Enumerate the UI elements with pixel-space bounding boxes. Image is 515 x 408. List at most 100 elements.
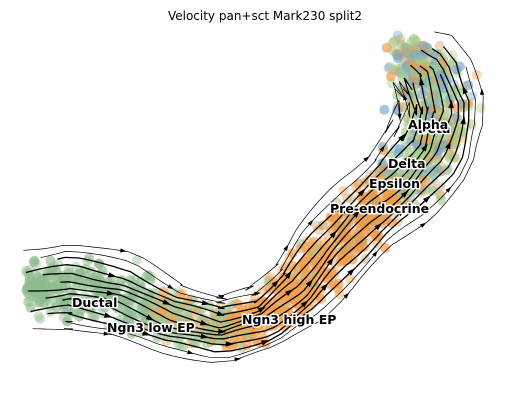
- cell-point: [58, 312, 69, 323]
- cell-point: [308, 255, 319, 266]
- cell-point: [350, 182, 361, 193]
- cell-point: [128, 286, 139, 297]
- cell-point: [143, 270, 154, 281]
- cell-point: [288, 280, 299, 291]
- velocity-arrow: [307, 219, 314, 226]
- cell-point: [369, 175, 380, 186]
- cell-point: [387, 168, 398, 178]
- cell-point: [346, 243, 356, 254]
- cell-point: [305, 245, 315, 256]
- cell-point: [94, 258, 105, 269]
- cell-point: [117, 296, 128, 307]
- cell-point: [283, 307, 294, 317]
- cell-point: [276, 294, 287, 305]
- cell-point: [405, 169, 416, 180]
- cell-point: [373, 168, 384, 179]
- cell-point: [329, 268, 340, 279]
- cell-point: [448, 135, 459, 146]
- cell-point: [411, 44, 421, 54]
- cluster-label-ngn3-low-ep: Ngn3 low EP: [107, 320, 195, 335]
- cell-point: [185, 316, 196, 327]
- cell-point: [36, 280, 47, 291]
- cell-point: [138, 306, 149, 317]
- cell-point: [34, 282, 45, 293]
- cell-point: [304, 290, 315, 301]
- cell-point: [30, 287, 41, 298]
- cell-point: [394, 184, 404, 195]
- cell-point: [94, 291, 105, 302]
- cell-point: [353, 179, 364, 189]
- velocity-arrow: [167, 284, 174, 290]
- cell-point: [289, 277, 300, 288]
- cell-point: [331, 213, 342, 224]
- cell-point: [409, 129, 420, 140]
- cell-point: [317, 220, 328, 231]
- cell-point: [412, 70, 422, 81]
- cell-point: [175, 302, 186, 313]
- cell-point: [354, 241, 364, 252]
- cell-point: [353, 231, 363, 242]
- cell-point: [401, 48, 412, 59]
- velocity-arrow: [271, 279, 280, 288]
- cell-point: [398, 164, 408, 175]
- cell-point: [54, 272, 65, 283]
- cell-point: [410, 35, 421, 46]
- cell-point: [326, 268, 337, 279]
- cell-point: [430, 60, 440, 71]
- cell-point: [94, 258, 105, 269]
- cell-point: [475, 103, 486, 114]
- cell-point: [108, 288, 119, 298]
- cell-point: [165, 314, 176, 325]
- velocity-arrow: [106, 290, 116, 296]
- cell-point: [43, 269, 54, 280]
- streamline: [62, 49, 460, 340]
- cell-point: [384, 163, 395, 173]
- cell-point: [418, 65, 429, 75]
- cell-point: [394, 48, 404, 59]
- cell-point: [306, 240, 317, 251]
- cell-point: [436, 49, 447, 60]
- cell-point: [356, 205, 367, 216]
- cell-point: [311, 267, 322, 278]
- cell-point: [379, 214, 390, 225]
- cell-point: [436, 195, 447, 206]
- cell-point: [50, 274, 61, 285]
- velocity-arrow: [374, 222, 383, 231]
- cell-point: [346, 241, 357, 252]
- cell-point: [335, 209, 346, 220]
- cell-point: [397, 173, 408, 184]
- cell-point: [411, 55, 422, 66]
- cell-point: [302, 249, 313, 260]
- cluster-label-beta: Beta: [418, 121, 450, 136]
- cell-point: [38, 292, 48, 303]
- cell-point: [405, 169, 416, 180]
- cell-point: [205, 325, 216, 335]
- velocity-arrow: [403, 93, 408, 101]
- cell-point: [412, 139, 423, 150]
- cell-point: [416, 129, 427, 140]
- cell-point: [392, 49, 402, 60]
- velocity-arrow: [142, 330, 151, 336]
- cell-point: [382, 170, 393, 181]
- cell-point: [392, 30, 403, 41]
- cell-point: [288, 267, 299, 278]
- cell-point: [417, 183, 428, 194]
- cell-point: [112, 303, 123, 314]
- cell-point: [97, 283, 108, 294]
- cell-point: [399, 65, 410, 76]
- cell-point: [401, 62, 412, 73]
- cell-point: [180, 315, 191, 326]
- cell-point: [402, 113, 413, 124]
- cell-point: [51, 302, 62, 313]
- cell-point: [393, 187, 404, 198]
- cell-point: [402, 52, 413, 63]
- streamline: [42, 64, 429, 323]
- cell-point: [432, 97, 443, 108]
- cell-point: [305, 251, 316, 262]
- cell-point: [384, 169, 395, 179]
- cell-point: [395, 34, 406, 45]
- cell-point: [368, 185, 379, 196]
- cell-point: [415, 57, 426, 68]
- cell-point: [104, 284, 115, 295]
- cell-point: [95, 291, 105, 302]
